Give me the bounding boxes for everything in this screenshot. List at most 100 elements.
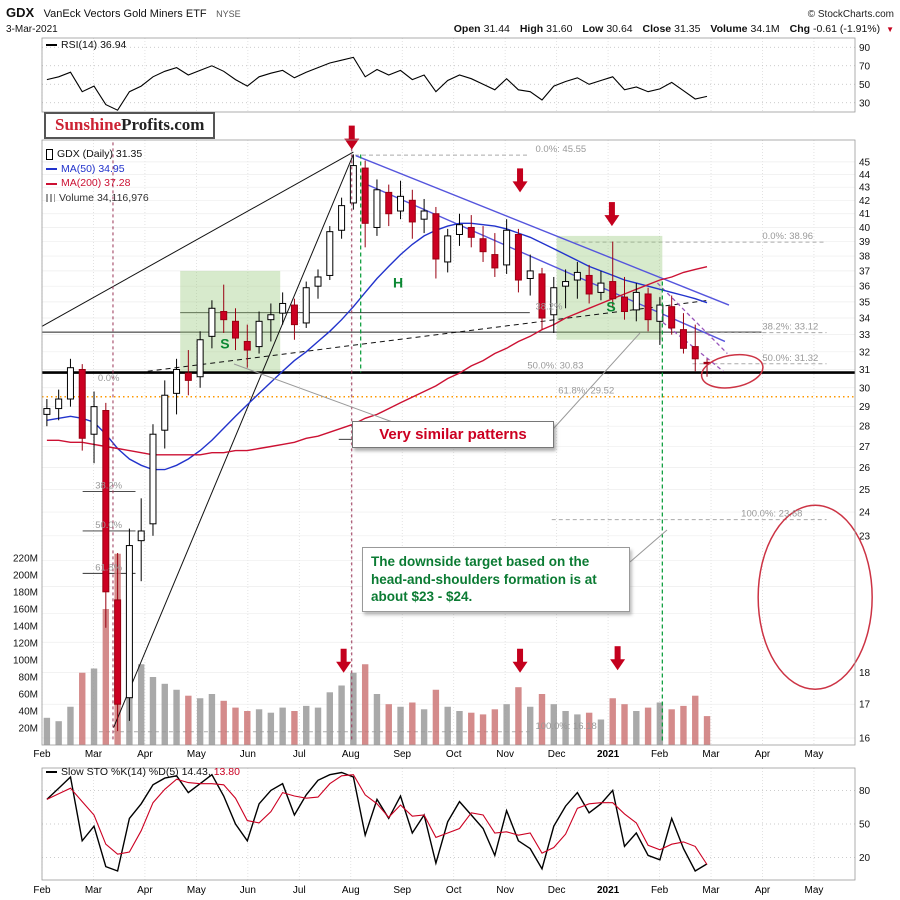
svg-text:50: 50 — [859, 80, 871, 91]
svg-text:27: 27 — [859, 442, 871, 453]
svg-text:80: 80 — [859, 786, 871, 797]
svg-text:44: 44 — [859, 170, 871, 181]
quote-volume-label: Volume — [710, 23, 748, 35]
svg-text:0.0%: 45.55: 0.0%: 45.55 — [535, 144, 586, 155]
stock-symbol: GDX — [6, 5, 35, 20]
svg-text:80M: 80M — [19, 673, 38, 684]
svg-text:30: 30 — [859, 98, 871, 109]
volume-bars-icon — [46, 194, 55, 203]
copyright: © StockCharts.com — [807, 9, 894, 20]
svg-text:32: 32 — [859, 347, 871, 358]
svg-text:Feb: Feb — [651, 749, 669, 760]
svg-text:Feb: Feb — [33, 749, 51, 760]
svg-text:Jul: Jul — [293, 885, 306, 896]
quote-high-value: 31.60 — [546, 23, 573, 35]
svg-text:Mar: Mar — [85, 749, 103, 760]
svg-text:60M: 60M — [19, 690, 38, 701]
svg-text:90: 90 — [859, 43, 871, 54]
svg-text:43: 43 — [859, 183, 871, 194]
svg-text:39: 39 — [859, 237, 871, 248]
quote-low-value: 30.64 — [606, 23, 633, 35]
downside-target-annotation: The downside target based on the head-an… — [362, 547, 630, 612]
sto-line-icon — [46, 771, 57, 774]
svg-text:Jun: Jun — [240, 749, 256, 760]
svg-text:Mar: Mar — [702, 885, 720, 896]
svg-text:61.8%: 61.8% — [95, 562, 122, 573]
svg-text:Mar: Mar — [702, 749, 720, 760]
ma50-line-icon — [46, 167, 57, 170]
svg-text:35: 35 — [859, 297, 871, 308]
sto-d-value: 13.80 — [213, 766, 240, 778]
svg-text:61.8%: 29.52: 61.8%: 29.52 — [558, 386, 614, 397]
quote-chg-value: -0.61 (-1.91%) — [813, 23, 881, 35]
svg-text:38.2%: 38.2% — [535, 302, 562, 313]
svg-text:40M: 40M — [19, 707, 38, 718]
legend-ma50: MA(50) 34.95 — [46, 162, 149, 177]
quote-open-label: Open — [453, 23, 481, 35]
svg-text:Apr: Apr — [137, 885, 153, 896]
ma200-line-icon — [46, 182, 57, 185]
chart-date: 3-Mar-2021 — [6, 24, 58, 35]
svg-text:31: 31 — [859, 365, 871, 376]
svg-text:100.0%: 16.18: 100.0%: 16.18 — [535, 721, 596, 732]
svg-text:50: 50 — [859, 820, 871, 831]
sunshine-profits-logo: SunshineProfits.com — [44, 112, 216, 139]
svg-text:37: 37 — [859, 266, 871, 277]
svg-text:20M: 20M — [19, 724, 38, 735]
svg-text:140M: 140M — [13, 622, 38, 633]
legend-symbol: GDX (Daily) 31.35 — [46, 147, 149, 162]
svg-text:38.2%: 33.12: 38.2%: 33.12 — [762, 322, 818, 333]
svg-text:20: 20 — [859, 853, 871, 864]
quote-open-value: 31.44 — [483, 23, 510, 35]
svg-text:Sep: Sep — [393, 885, 411, 896]
svg-text:34: 34 — [859, 314, 871, 325]
svg-text:S: S — [220, 335, 229, 351]
svg-text:40: 40 — [859, 223, 871, 234]
title-line: GDX VanEck Vectors Gold Miners ETF NYSE — [6, 3, 241, 23]
svg-text:200M: 200M — [13, 571, 38, 582]
quote-low-label: Low — [582, 23, 604, 35]
down-triangle-icon: ▼ — [886, 25, 894, 34]
svg-text:16: 16 — [859, 733, 871, 744]
legend-ma200: MA(200) 37.28 — [46, 176, 149, 191]
quote-close-label: Close — [642, 23, 672, 35]
svg-text:180M: 180M — [13, 588, 38, 599]
exchange-label: NYSE — [216, 9, 241, 19]
quote-volume-value: 34.1M — [750, 23, 780, 35]
legend-volume: Volume 34,116,976 — [46, 191, 149, 206]
svg-text:Oct: Oct — [446, 749, 462, 760]
svg-text:23: 23 — [859, 531, 871, 542]
svg-text:41: 41 — [859, 209, 871, 220]
sto-panel-label: Slow STO %K(14) %D(5) 14.43, 13.80 — [46, 766, 240, 778]
chart-header: GDX VanEck Vectors Gold Miners ETF NYSE … — [6, 3, 894, 37]
svg-text:24: 24 — [859, 508, 871, 519]
svg-text:38: 38 — [859, 252, 871, 263]
svg-text:Apr: Apr — [755, 885, 771, 896]
svg-text:160M: 160M — [13, 605, 38, 616]
svg-text:36: 36 — [859, 282, 871, 293]
candlestick-icon — [46, 148, 53, 160]
svg-text:120M: 120M — [13, 639, 38, 650]
stock-name: VanEck Vectors Gold Miners ETF — [43, 8, 207, 20]
svg-text:S: S — [606, 299, 615, 315]
svg-text:May: May — [804, 885, 823, 896]
quote-line: Open 31.44 High 31.60 Low 30.64 Close 31.35 … — [447, 23, 894, 36]
svg-text:70: 70 — [859, 61, 871, 72]
quote-close-value: 31.35 — [674, 23, 701, 35]
svg-text:50.0%: 30.83: 50.0%: 30.83 — [527, 361, 583, 372]
svg-text:220M: 220M — [13, 554, 38, 565]
svg-text:Aug: Aug — [342, 885, 360, 896]
svg-text:Sep: Sep — [393, 749, 411, 760]
svg-text:Feb: Feb — [651, 885, 669, 896]
svg-text:42: 42 — [859, 196, 871, 207]
svg-text:38.2%: 38.2% — [95, 481, 122, 492]
svg-text:Jun: Jun — [240, 885, 256, 896]
svg-text:30: 30 — [859, 383, 871, 394]
quote-high-label: High — [519, 23, 544, 35]
svg-text:2021: 2021 — [597, 749, 620, 760]
similar-patterns-annotation: Very similar patterns — [352, 421, 554, 448]
svg-text:17: 17 — [859, 700, 871, 711]
svg-text:29: 29 — [859, 402, 871, 413]
